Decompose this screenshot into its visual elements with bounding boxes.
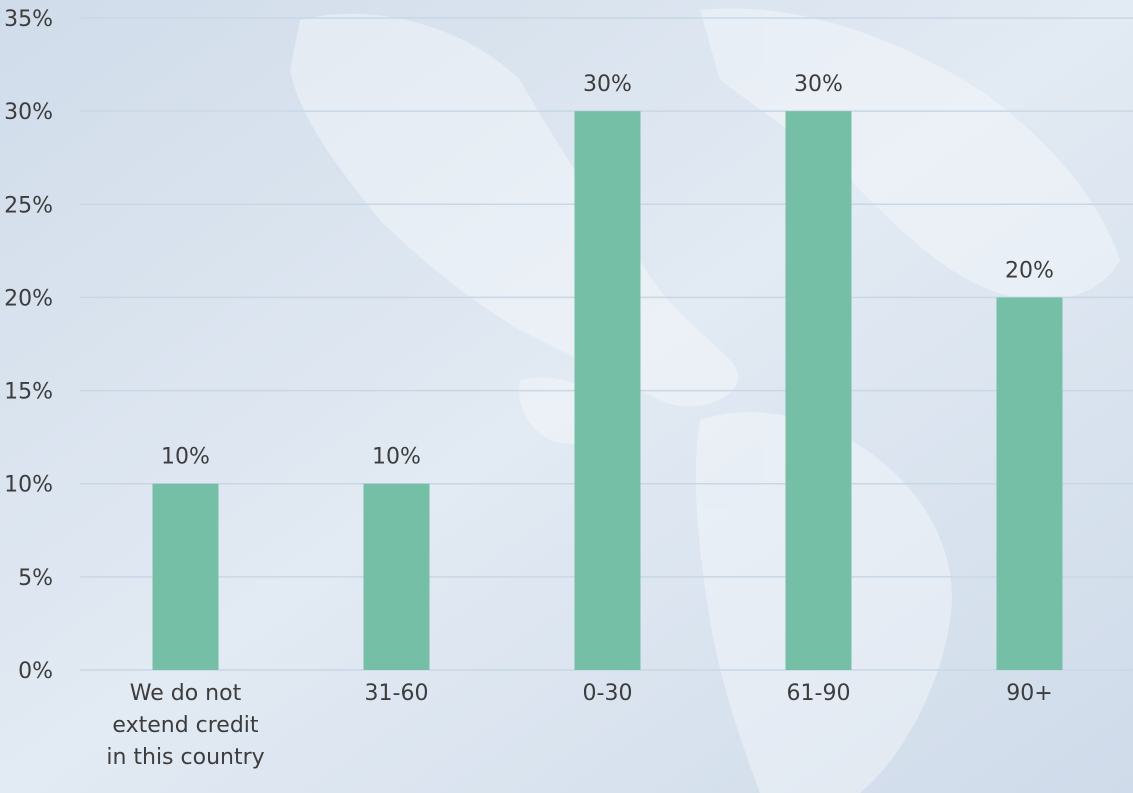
category-label-line: extend credit (112, 713, 259, 738)
data-label: 10% (161, 445, 210, 470)
bar (996, 297, 1063, 670)
category-label: We do not extend credit in this country (106, 681, 264, 770)
bars (152, 111, 1063, 670)
bar (152, 483, 219, 670)
data-label: 20% (1005, 258, 1054, 283)
category-label-line: 61-90 (787, 681, 851, 706)
y-tick-label: 5% (18, 566, 53, 591)
category-label-line: 31-60 (365, 681, 429, 706)
category-label-line: 90+ (1006, 681, 1052, 706)
category-label-line: We do not (130, 681, 242, 706)
y-tick-label: 10% (4, 473, 53, 498)
y-tick-label: 0% (18, 659, 53, 684)
data-label: 10% (372, 445, 421, 470)
data-label: 30% (583, 72, 632, 97)
y-tick-label: 35% (4, 7, 53, 32)
category-label: 90+ (1006, 681, 1052, 706)
bar (785, 111, 852, 670)
y-tick-label: 15% (4, 380, 53, 405)
bar (574, 111, 641, 670)
x-axis-categories: We do not extend credit in this country 31-… (106, 681, 1052, 770)
y-tick-label: 20% (4, 286, 53, 311)
y-tick-label: 30% (4, 100, 53, 125)
bar (363, 483, 430, 670)
category-label-line: 0-30 (583, 681, 633, 706)
y-tick-label: 25% (4, 193, 53, 218)
category-label: 31-60 (365, 681, 429, 706)
category-label: 0-30 (583, 681, 633, 706)
y-axis-ticks: 0% 5% 10% 15% 20% 25% 30% 35% (4, 7, 53, 684)
data-label: 30% (794, 72, 843, 97)
data-labels: 10% 10% 30% 30% 20% (161, 72, 1054, 470)
category-label-line: in this country (106, 745, 264, 770)
category-label: 61-90 (787, 681, 851, 706)
